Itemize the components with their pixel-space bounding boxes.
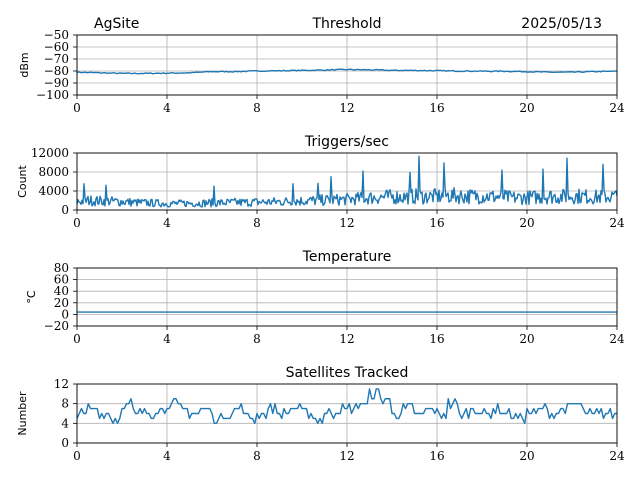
y-tick-label: −100 [36,88,69,102]
panel-title: Satellites Tracked [286,365,409,381]
x-tick-label: 0 [73,101,81,115]
x-tick-label: 8 [253,101,261,115]
y-axis-label: dBm [18,52,31,77]
y-tick-label: −50 [44,28,69,42]
y-tick-label: 0 [61,203,69,217]
y-tick-label: 80 [54,261,69,275]
y-tick-label: −20 [44,319,69,333]
x-tick-label: 8 [253,449,261,463]
panel-2: Triggers/sec 0 4 8 12 16 20 24 0 4000 8000 12000Cou… [16,134,625,230]
panel-title: Temperature [302,249,392,265]
x-tick-label: 20 [519,332,534,346]
y-tick-label: 20 [54,296,69,310]
x-tick-label: 24 [609,101,625,115]
y-axis-label: Count [16,164,29,197]
x-tick-label: 4 [163,101,171,115]
panel-title: Triggers/sec [304,134,389,150]
x-tick-label: 12 [339,216,354,230]
x-tick-label: 20 [519,101,534,115]
x-tick-label: 0 [73,332,81,346]
y-tick-label: 8 [61,397,69,411]
x-tick-label: 24 [609,332,625,346]
date-label: 2025/05/13 [521,16,602,32]
y-axis-label: °C [25,290,38,304]
y-axis-label: Number [16,391,29,436]
x-tick-label: 4 [163,216,171,230]
x-tick-label: 0 [73,449,81,463]
x-tick-label: 8 [253,332,261,346]
x-tick-label: 16 [429,216,444,230]
y-tick-label: 8000 [38,165,69,179]
x-tick-label: 8 [253,216,261,230]
series-line [76,68,618,75]
x-tick-label: 24 [609,449,625,463]
x-tick-label: 12 [339,449,354,463]
panel-4: Satellites Tracked 0 4 8 12 16 20 24 0 4 8 12 Number [16,365,625,463]
x-tick-label: 0 [73,216,81,230]
panel-1: Threshold 0 4 8 12 16 20 24 −100−90−80−70−60−50 d… [18,16,625,115]
series-line [76,388,617,425]
y-tick-label: 40 [54,284,69,298]
panel-title: Threshold [312,16,382,32]
y-tick-label: −70 [44,52,69,66]
x-tick-label: 24 [609,216,625,230]
y-tick-label: 0 [61,307,69,321]
y-tick-label: −90 [44,76,69,90]
y-tick-label: 4 [61,416,69,430]
x-tick-label: 4 [163,449,171,463]
x-tick-label: 16 [429,449,444,463]
y-tick-label: 0 [61,436,69,450]
x-tick-label: 16 [429,332,444,346]
x-tick-label: 20 [519,449,534,463]
x-tick-label: 12 [339,101,354,115]
y-tick-label: 12000 [31,146,69,160]
x-tick-label: 16 [429,101,444,115]
y-tick-label: 4000 [38,184,69,198]
x-tick-label: 12 [339,332,354,346]
y-tick-label: −80 [44,64,69,78]
y-tick-label: 12 [54,377,69,391]
x-tick-label: 4 [163,332,171,346]
y-tick-label: 60 [54,273,69,287]
series-line [76,155,618,208]
site-label: AgSite [94,16,139,32]
y-tick-label: −60 [44,40,69,54]
x-tick-label: 20 [519,216,534,230]
